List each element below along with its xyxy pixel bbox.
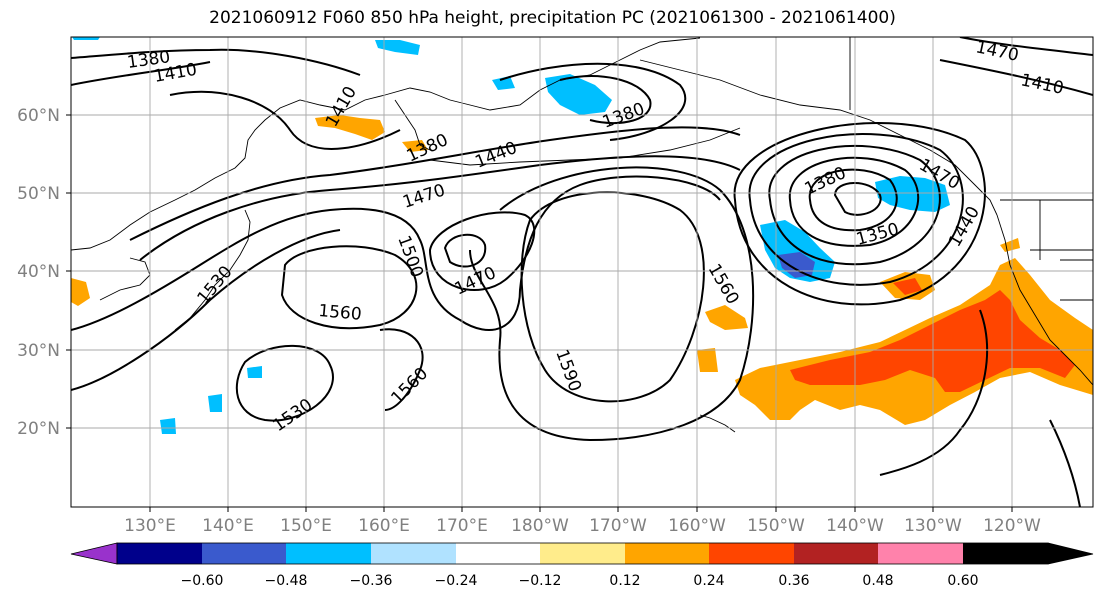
lon-label: 170°E	[436, 516, 488, 536]
shade-orange-japan	[71, 278, 90, 306]
colorbar: −0.60 −0.48 −0.36 −0.24 −0.12 0.12 0.24 …	[70, 542, 1094, 589]
shade-blue-arctic	[375, 40, 420, 55]
coast-alaska	[639, 59, 998, 216]
lon-label: 120°W	[983, 516, 1041, 536]
shade-blue-bering	[545, 74, 612, 115]
contour-1530-na	[879, 309, 989, 476]
shade-blue-arctic2	[72, 37, 100, 40]
contour-1380-north	[71, 48, 652, 124]
colorbar-segment	[878, 543, 963, 564]
contour-low-6	[733, 122, 986, 306]
lon-label: 180°W	[511, 516, 569, 536]
lon-label: 150°W	[747, 516, 805, 536]
colorbar-segment	[371, 543, 456, 564]
colorbar-tick-label: 0.48	[862, 573, 893, 589]
shade-yellow-edge	[1000, 238, 1020, 252]
coast-japan	[174, 209, 251, 331]
shade-blue-s3	[160, 418, 176, 434]
map-frame	[70, 36, 1094, 508]
shade-blue-gulf	[760, 220, 835, 282]
coast-hawaii	[699, 414, 736, 433]
colorbar-end-low	[70, 542, 118, 565]
contour-low-3	[788, 156, 920, 247]
shade-orange-hi	[697, 348, 718, 372]
colorbar-tick-label: −0.12	[519, 573, 562, 589]
shade-darkblue-gulf	[778, 252, 815, 278]
contour-1560-west	[280, 245, 418, 330]
lat-label: 20°N	[17, 419, 60, 439]
coast-kamchatka	[394, 99, 431, 151]
lat-label: 50°N	[17, 184, 60, 204]
contour-1530-south	[235, 344, 334, 422]
border-us-states	[1030, 200, 1093, 301]
contour-1530	[71, 229, 341, 391]
shade-orange-kam	[402, 140, 428, 152]
lat-label: 30°N	[17, 341, 60, 361]
contour-1470	[139, 155, 741, 261]
shade-red-east-pacific	[790, 290, 1075, 392]
lon-label: 140°E	[202, 516, 254, 536]
lat-label: 60°N	[17, 106, 60, 126]
graticule	[71, 37, 1093, 507]
colorbar-end-high	[963, 543, 1093, 564]
contour-1560-big	[469, 166, 755, 442]
coast-korea	[99, 257, 151, 301]
colorbar-segment	[625, 543, 709, 564]
contour-1560-east	[379, 328, 424, 411]
contour-low-2	[808, 168, 898, 232]
contour-1470-cell	[428, 211, 536, 291]
shade-orange-mid	[705, 305, 748, 330]
longitude-labels: 130°E 140°E 150°E 160°E 170°E 180°W 170°…	[124, 516, 1041, 536]
shade-blue-s1	[247, 366, 262, 378]
contour-1590	[520, 191, 705, 403]
shade-blue-s2	[208, 394, 222, 412]
lon-label: 130°W	[904, 516, 962, 536]
colorbar-tick-label: 0.24	[693, 573, 724, 589]
contour-label: 1560	[318, 301, 363, 325]
axis-ticks	[66, 114, 1013, 512]
contour-1470-na	[959, 37, 1093, 56]
colorbar-segment	[540, 543, 625, 564]
colorbar-segment	[456, 543, 540, 564]
coast-asia	[71, 37, 701, 251]
contour-1410	[71, 61, 401, 150]
shade-blue-bering2	[492, 76, 515, 90]
colorbar-tick-label: −0.60	[181, 573, 224, 589]
contour-1410-alaska	[499, 62, 687, 141]
contour-1440	[129, 126, 741, 241]
colorbar-segment	[286, 543, 371, 564]
colorbar-segment	[202, 543, 286, 564]
contour-low-4	[768, 144, 941, 266]
lon-label: 170°W	[589, 516, 647, 536]
lon-label: 150°E	[280, 516, 332, 536]
lon-label: 160°E	[358, 516, 410, 536]
colorbar-tick-label: 0.12	[609, 573, 640, 589]
lat-label: 40°N	[17, 262, 60, 282]
map-title: 2021060912 F060 850 hPa height, precipit…	[209, 8, 896, 28]
border-canada	[849, 37, 1093, 201]
colorbar-tick-label: 0.60	[947, 573, 978, 589]
colorbar-tick-label: −0.48	[265, 573, 308, 589]
colorbar-tick-label: 0.36	[778, 573, 809, 589]
height-contours	[71, 37, 1093, 507]
colorbar-segment	[709, 543, 794, 564]
colorbar-tick-label: −0.24	[435, 573, 478, 589]
lon-label: 140°W	[826, 516, 884, 536]
precip-shading	[71, 37, 1093, 434]
contour-1560-na	[1049, 419, 1081, 507]
lon-label: 160°W	[668, 516, 726, 536]
lon-label: 130°E	[124, 516, 176, 536]
contour-1500	[71, 175, 721, 331]
colorbar-tick-label: −0.36	[350, 573, 393, 589]
contour-1470-inner	[443, 233, 487, 268]
shade-orange-okhotsk	[315, 115, 385, 140]
latitude-labels: 60°N 50°N 40°N 30°N 20°N	[17, 106, 60, 439]
colorbar-segment	[794, 543, 878, 564]
coast-na-west	[996, 214, 1093, 386]
contour-1410-na	[939, 59, 1093, 96]
colorbar-segment	[117, 543, 202, 564]
shade-red-cal	[893, 278, 922, 295]
